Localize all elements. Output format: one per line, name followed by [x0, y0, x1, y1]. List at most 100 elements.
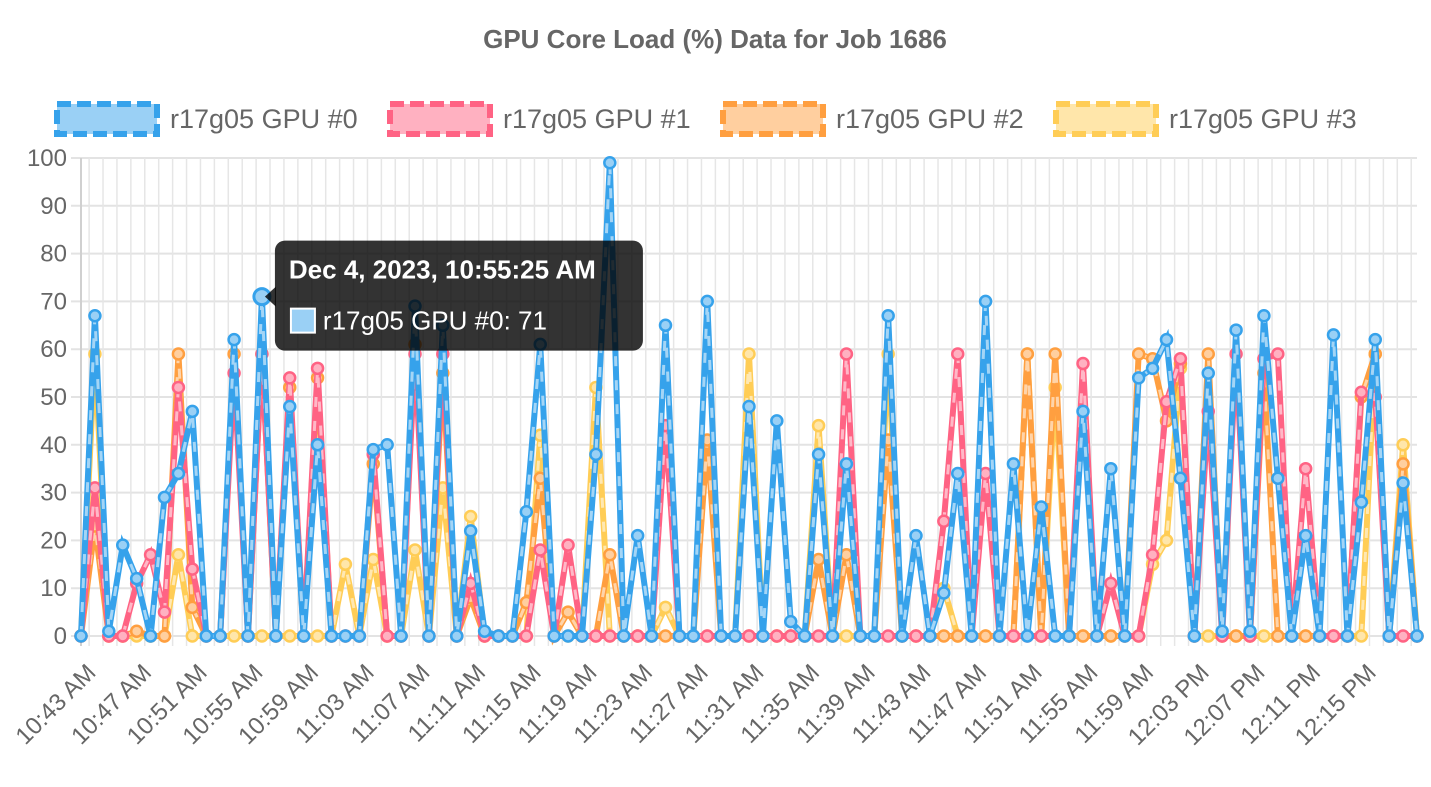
data-point[interactable]: [171, 347, 186, 361]
data-point[interactable]: [742, 629, 756, 643]
data-point[interactable]: [283, 399, 297, 414]
data-point[interactable]: [1076, 356, 1090, 371]
data-point[interactable]: [171, 547, 186, 562]
data-point[interactable]: [547, 629, 561, 643]
data-point[interactable]: [1368, 332, 1382, 347]
data-point[interactable]: [853, 629, 868, 643]
data-point[interactable]: [380, 438, 394, 452]
data-point[interactable]: [1285, 629, 1299, 643]
data-point[interactable]: [770, 629, 784, 643]
data-point[interactable]: [1354, 495, 1369, 509]
data-point[interactable]: [1312, 629, 1327, 643]
data-point[interactable]: [1159, 533, 1174, 548]
data-point[interactable]: [909, 528, 923, 543]
data-point[interactable]: [74, 629, 88, 643]
data-point[interactable]: [1257, 629, 1271, 643]
data-point[interactable]: [422, 629, 436, 643]
data-point[interactable]: [1229, 323, 1243, 337]
data-point[interactable]: [881, 308, 895, 323]
data-point[interactable]: [269, 629, 283, 643]
data-point[interactable]: [1340, 629, 1355, 643]
data-point[interactable]: [1201, 629, 1215, 643]
data-point[interactable]: [143, 547, 158, 562]
data-point[interactable]: [742, 347, 756, 361]
data-point[interactable]: [1076, 629, 1090, 643]
data-point[interactable]: [1298, 461, 1313, 476]
data-point[interactable]: [867, 629, 881, 643]
data-point[interactable]: [1173, 352, 1188, 366]
data-point[interactable]: [1090, 629, 1104, 643]
data-point[interactable]: [1326, 629, 1341, 643]
data-point[interactable]: [1396, 476, 1410, 490]
data-point[interactable]: [227, 629, 241, 643]
data-point[interactable]: [1229, 629, 1243, 643]
data-point[interactable]: [1076, 404, 1090, 419]
data-point[interactable]: [630, 528, 645, 543]
data-point[interactable]: [352, 629, 367, 643]
data-point[interactable]: [1104, 461, 1118, 476]
data-point[interactable]: [784, 629, 798, 643]
data-point[interactable]: [477, 624, 492, 638]
data-point[interactable]: [923, 629, 937, 643]
data-point[interactable]: [185, 562, 200, 576]
data-point[interactable]: [408, 543, 422, 557]
data-point[interactable]: [171, 466, 186, 481]
data-point[interactable]: [895, 629, 909, 643]
data-point[interactable]: [937, 586, 951, 600]
legend-item[interactable]: r17g05 GPU #0: [54, 101, 358, 137]
data-point[interactable]: [1020, 347, 1035, 361]
data-point[interactable]: [1173, 471, 1188, 486]
data-point[interactable]: [937, 514, 951, 529]
data-point[interactable]: [366, 442, 380, 457]
data-point[interactable]: [185, 629, 200, 643]
data-point[interactable]: [1382, 629, 1396, 643]
data-point[interactable]: [951, 347, 965, 361]
data-point[interactable]: [575, 629, 589, 643]
data-point[interactable]: [951, 466, 965, 481]
data-point[interactable]: [589, 629, 603, 643]
data-point[interactable]: [491, 629, 506, 643]
legend-item[interactable]: r17g05 GPU #3: [1053, 101, 1357, 137]
data-point[interactable]: [185, 600, 200, 615]
data-point[interactable]: [310, 361, 325, 376]
data-point[interactable]: [88, 308, 102, 323]
data-point[interactable]: [839, 547, 854, 562]
data-point[interactable]: [157, 605, 172, 619]
data-point[interactable]: [1006, 629, 1021, 643]
data-point[interactable]: [1131, 371, 1146, 385]
data-point[interactable]: [978, 294, 993, 309]
data-point[interactable]: [728, 629, 742, 643]
data-point[interactable]: [1048, 347, 1062, 361]
data-point[interactable]: [143, 629, 158, 643]
data-point[interactable]: [561, 629, 575, 643]
data-point[interactable]: [1410, 629, 1424, 643]
data-point[interactable]: [561, 605, 575, 619]
data-point[interactable]: [1145, 361, 1160, 376]
data-point[interactable]: [1271, 347, 1285, 361]
data-point[interactable]: [992, 629, 1007, 643]
data-point[interactable]: [1006, 457, 1021, 471]
data-point[interactable]: [1354, 385, 1369, 399]
data-point[interactable]: [310, 629, 325, 643]
data-point[interactable]: [1131, 347, 1146, 361]
data-point[interactable]: [1034, 500, 1048, 514]
data-point[interactable]: [1298, 629, 1313, 643]
data-point[interactable]: [1187, 629, 1202, 643]
data-point[interactable]: [157, 629, 172, 643]
data-point[interactable]: [672, 629, 687, 643]
data-point[interactable]: [1396, 629, 1410, 643]
data-point[interactable]: [519, 629, 534, 643]
data-point[interactable]: [770, 414, 784, 428]
data-point[interactable]: [603, 547, 617, 562]
data-point[interactable]: [951, 629, 965, 643]
data-point[interactable]: [338, 629, 353, 643]
data-point[interactable]: [1326, 328, 1341, 342]
data-point[interactable]: [283, 629, 297, 643]
data-point[interactable]: [1257, 308, 1271, 323]
data-point[interactable]: [129, 624, 144, 638]
data-point[interactable]: [603, 629, 617, 643]
data-point[interactable]: [630, 629, 645, 643]
data-point[interactable]: [811, 629, 826, 643]
data-point[interactable]: [784, 614, 798, 629]
data-point[interactable]: [1354, 629, 1369, 643]
